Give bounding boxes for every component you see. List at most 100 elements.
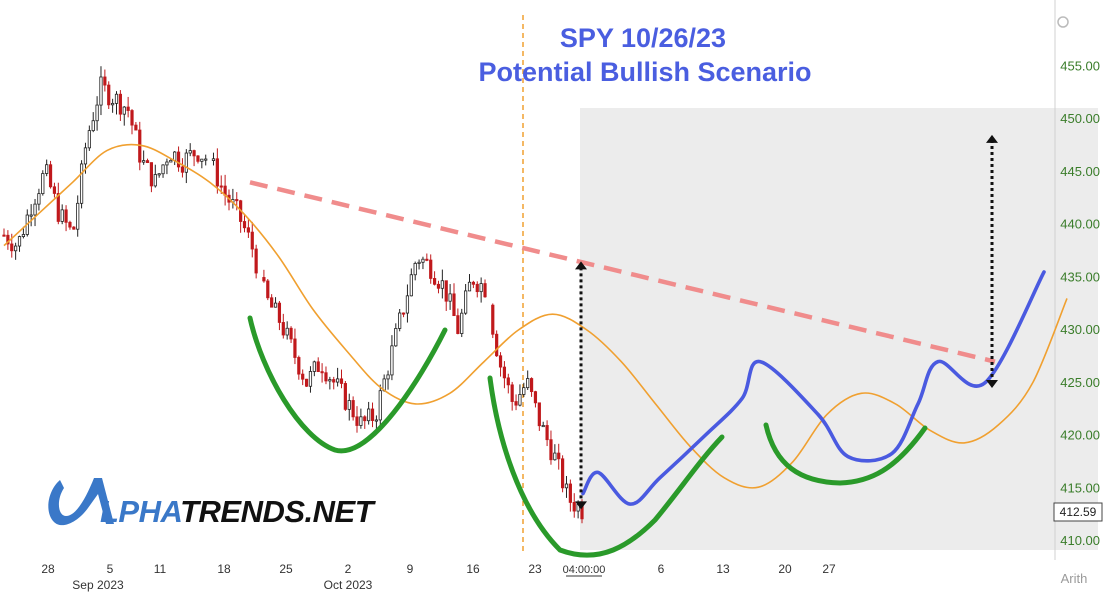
candle-body [405,295,410,314]
candle-body [169,159,173,163]
candle-body [390,345,394,376]
candle-body [68,221,72,228]
candle-body [250,231,254,250]
candle-body [448,293,452,302]
y-tick-label: 430.00 [1060,322,1100,337]
candle-body [370,408,375,421]
candle-body [21,234,25,237]
candle-body [281,322,285,336]
watermark-trends: TRENDS.NET [180,494,377,529]
candle-body [262,277,266,282]
candle-body [417,261,421,264]
y-tick-label: 455.00 [1060,58,1100,73]
candle-body [91,120,95,132]
scale-label[interactable]: Arith [1061,571,1088,586]
candle-body [273,302,278,308]
candle-body [495,333,499,357]
candle-body [336,378,340,383]
candle-body [514,401,518,406]
candle-body [339,378,344,384]
candle-body [6,234,10,245]
x-month-label: Oct 2023 [324,578,373,592]
candle-body [118,93,122,115]
candle-body [180,166,185,173]
candle-body [557,452,561,460]
candle-body [456,315,460,334]
candle-body [432,278,437,285]
candle-body [355,416,359,426]
candle-body [126,106,130,111]
candle-body [386,374,390,380]
candle-body [491,304,495,335]
candle-body [308,371,313,387]
cup-curve-3 [763,422,928,486]
candle-body [425,258,429,261]
candle-body [14,245,18,252]
candle-body [37,193,41,205]
candle-body [467,281,472,292]
measured-move-arrow-left-head-top [575,261,587,270]
candle-body [413,262,417,276]
y-tick-label: 410.00 [1060,533,1100,548]
candle-body [529,378,534,393]
projected-path-series [581,270,1046,506]
cup-curve-2 [487,375,725,558]
candle-body [444,280,448,302]
candle-body [471,281,475,285]
candle-body [572,502,576,512]
x-tick-label: 16 [466,562,480,576]
last-price-label: 412.59 [1060,505,1097,519]
x-tick-label: 20 [778,562,792,576]
x-tick-label: 27 [822,562,836,576]
candle-body [33,203,37,216]
candle-body [270,297,274,308]
candle-body [537,402,541,427]
candle-body [347,400,351,410]
chart-title: SPY 10/26/23 [560,23,726,53]
settings-icon[interactable] [1057,16,1069,28]
candle-body [549,439,553,461]
candle-body [157,173,161,176]
cup-curve-1 [247,315,448,454]
candle-body [79,163,84,204]
x-tick-label: 18 [217,562,231,576]
candle-body [111,102,115,106]
y-tick-label: 440.00 [1060,217,1100,232]
candle-body [541,425,545,428]
candle-body [107,84,111,106]
candle-body [301,373,305,380]
candle-body [518,394,522,406]
candle-body [277,302,282,323]
candle-body [436,283,441,289]
x-tick-label: 25 [279,562,293,576]
y-axis-ticks: 410.00 415.00 420.00 425.00 430.00 435.00 440.… [1060,58,1100,548]
candle-body [103,76,107,86]
x-axis-ticks: 28 5 11 18 25 2 9 16 23 04:00:00 6 13 20 27 Sep 2023 Oc… [41,562,836,592]
watermark-logo: LPHATRENDS.NET [48,478,377,529]
candle-body [363,416,367,422]
candle-body [145,160,150,163]
y-tick-label: 445.00 [1060,164,1100,179]
candle-body [173,151,177,161]
annotations [247,134,998,558]
candle-body [367,408,371,422]
candle-body [483,283,487,298]
y-tick-label: 435.00 [1060,269,1100,284]
candle-body [545,425,549,441]
moving-average-line [3,143,1068,489]
watermark-text: LPHATRENDS.NET [100,494,377,529]
candle-body [289,327,293,340]
candle-body [184,152,188,173]
candle-body [48,164,53,188]
candle-body [64,209,68,223]
candle-body [2,234,6,237]
candle-body [165,161,169,166]
x-tick-label: 04:00:00 [563,564,606,576]
candle-body [176,151,181,168]
measured-move-arrow-left-head-bottom [575,501,587,510]
y-tick-label: 450.00 [1060,111,1100,126]
candle-body [242,221,247,229]
measured-move-arrow-right-head-top [986,134,998,143]
candle-body [374,419,379,422]
y-tick-label: 425.00 [1060,375,1100,390]
